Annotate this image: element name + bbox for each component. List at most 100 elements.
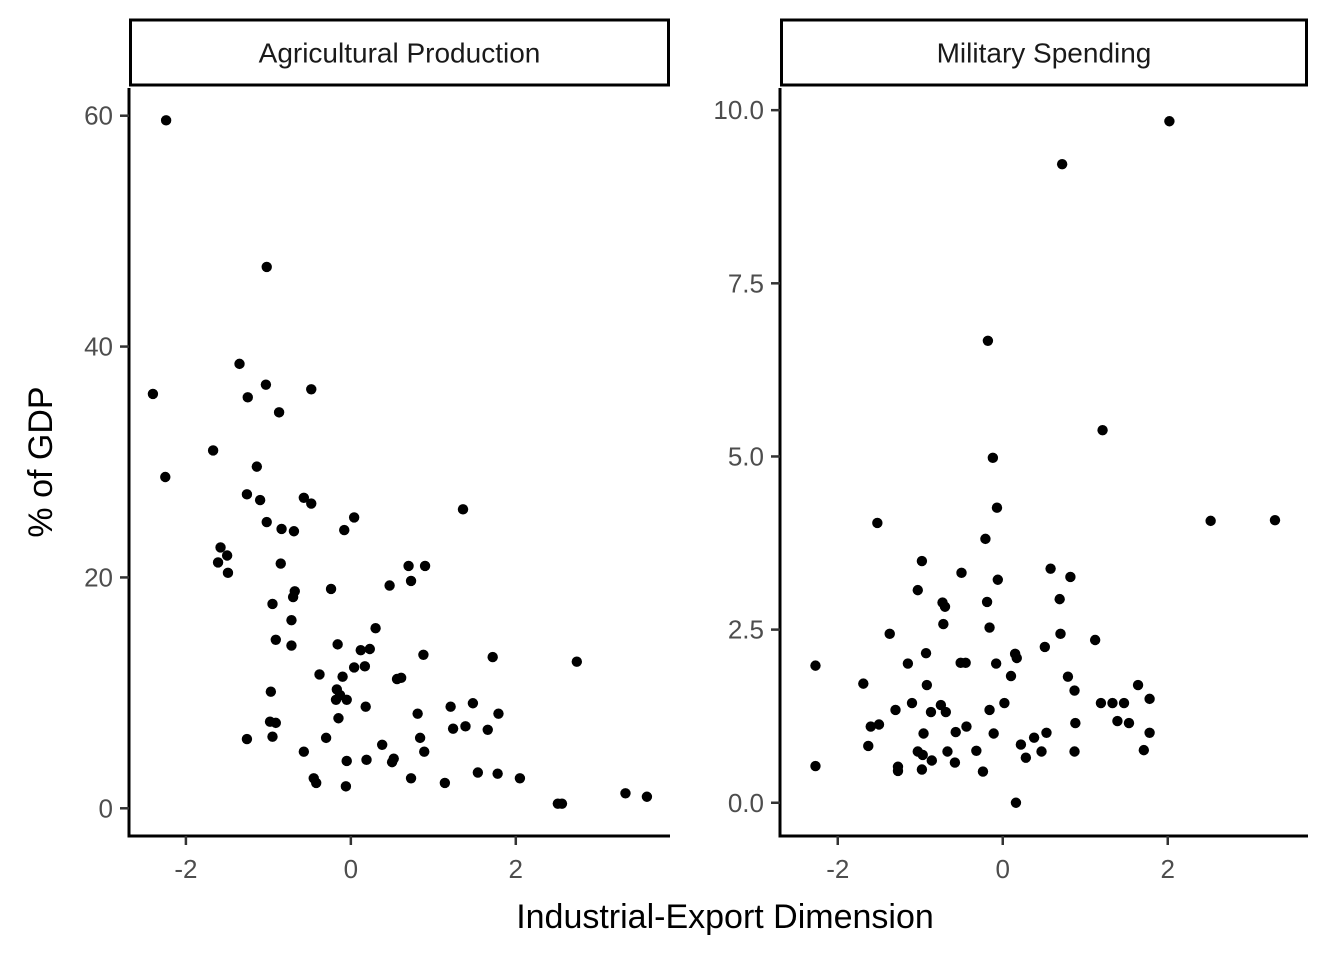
data-point	[487, 651, 498, 663]
y-tick-label: 10.0	[713, 95, 764, 125]
data-point	[810, 660, 821, 671]
data-point	[419, 746, 430, 757]
data-point	[273, 407, 285, 418]
data-point	[1036, 746, 1047, 757]
data-point	[921, 679, 933, 691]
x-tick-label: -2	[174, 854, 197, 884]
data-point	[447, 723, 459, 734]
data-point	[1132, 679, 1144, 691]
data-point	[395, 672, 407, 684]
data-point	[288, 526, 300, 537]
data-point	[872, 517, 883, 529]
data-point	[419, 560, 431, 572]
data-point	[261, 261, 272, 273]
data-point	[306, 498, 317, 509]
data-point	[1054, 593, 1065, 605]
data-point	[340, 781, 352, 792]
data-point	[457, 504, 469, 515]
data-point	[355, 644, 366, 656]
data-point	[961, 721, 972, 732]
data-point	[620, 788, 631, 799]
data-point	[332, 639, 343, 650]
data-point	[267, 598, 278, 610]
facet-strip	[780, 18, 1308, 87]
data-point	[1118, 697, 1130, 709]
data-point	[1069, 685, 1080, 696]
data-point	[1005, 670, 1017, 682]
data-point	[339, 524, 350, 536]
facet-strip-label: Agricultural Production	[259, 38, 541, 69]
y-tick-label: 20	[84, 562, 113, 592]
data-point	[222, 567, 234, 579]
data-point	[460, 721, 471, 732]
data-point	[571, 656, 583, 667]
data-point	[405, 575, 417, 587]
data-point	[1069, 746, 1080, 757]
data-point	[215, 542, 226, 553]
data-point	[917, 749, 928, 761]
data-point	[1055, 628, 1066, 639]
data-point	[337, 671, 348, 682]
data-point	[376, 739, 388, 751]
data-point	[980, 533, 991, 545]
data-point	[1205, 515, 1216, 527]
data-point	[267, 731, 278, 742]
data-point	[160, 115, 172, 126]
data-point	[926, 755, 937, 766]
data-point	[1020, 752, 1032, 763]
data-point	[445, 701, 456, 712]
data-point	[1039, 641, 1051, 653]
data-point	[1028, 732, 1040, 743]
data-point	[306, 384, 317, 395]
data-point	[241, 489, 253, 500]
data-point	[242, 392, 253, 403]
facet-strip-label: Military Spending	[937, 38, 1152, 69]
data-point	[1164, 116, 1175, 127]
data-point	[981, 596, 993, 608]
data-point	[341, 755, 352, 767]
data-point	[405, 773, 417, 784]
data-point	[1144, 693, 1155, 705]
data-point	[863, 740, 874, 752]
x-axis-title: Industrial-Export Dimension	[516, 898, 934, 936]
data-point	[472, 767, 484, 778]
data-point	[1070, 717, 1081, 729]
data-point	[314, 669, 325, 680]
data-point	[987, 452, 999, 464]
y-tick-label: 0.0	[728, 788, 764, 818]
data-point	[251, 461, 263, 472]
x-tick-label: 0	[344, 854, 358, 884]
data-point	[287, 591, 299, 603]
data-point	[414, 732, 426, 744]
data-point	[906, 697, 918, 709]
data-point	[514, 773, 526, 784]
data-point	[1062, 671, 1074, 682]
data-point	[275, 558, 286, 569]
data-point	[361, 754, 372, 766]
data-point	[977, 766, 989, 777]
data-point	[991, 502, 1003, 513]
data-point	[403, 560, 414, 572]
data-point	[1041, 727, 1052, 739]
data-point	[286, 640, 297, 651]
data-point	[160, 471, 171, 483]
data-point	[341, 694, 352, 705]
data-point	[370, 623, 381, 634]
data-point	[333, 713, 344, 724]
data-point	[1065, 571, 1076, 583]
data-point	[1097, 424, 1108, 436]
data-point	[950, 726, 961, 738]
data-point	[270, 634, 281, 645]
data-point	[971, 745, 982, 757]
data-point	[265, 686, 277, 697]
data-point	[1123, 717, 1135, 729]
data-point	[810, 760, 821, 772]
data-point	[925, 706, 937, 718]
data-point	[916, 555, 928, 567]
data-point	[1011, 652, 1022, 664]
data-point	[942, 746, 953, 757]
data-point	[884, 628, 895, 639]
data-point	[938, 618, 949, 630]
